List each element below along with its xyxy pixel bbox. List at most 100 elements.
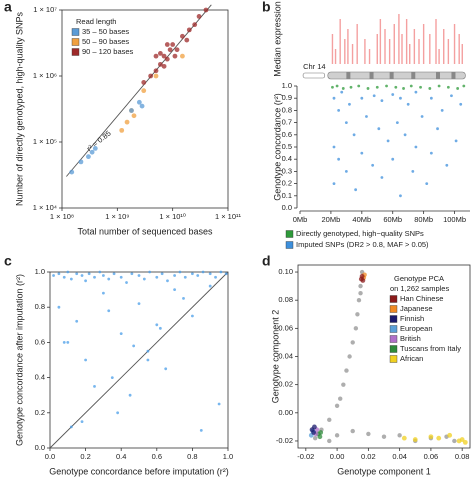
point [164, 42, 170, 47]
expression-bar [405, 19, 408, 64]
point [357, 84, 361, 88]
point [359, 273, 365, 279]
point [160, 272, 164, 276]
point [161, 53, 167, 59]
x-tick-label: 0.8 [187, 452, 197, 461]
background-point [356, 297, 362, 303]
point [391, 157, 395, 161]
point [403, 133, 407, 137]
point [459, 102, 463, 106]
background-point [327, 417, 332, 423]
point [352, 133, 356, 137]
point [420, 115, 424, 118]
point [75, 319, 79, 323]
expression-bar [334, 49, 337, 64]
legend-label: Han Chinese [400, 294, 443, 303]
background-point [338, 396, 343, 401]
point [344, 170, 348, 173]
expression-bar [413, 29, 416, 64]
point [137, 302, 141, 306]
point [93, 385, 96, 388]
background-point [358, 283, 363, 289]
point [332, 96, 336, 100]
point [119, 332, 123, 335]
y-tick-label: 0.1 [282, 191, 292, 200]
point [148, 270, 152, 274]
point [446, 85, 450, 89]
expression-bar [351, 44, 354, 64]
x-tick-label: 20Mb [322, 215, 341, 224]
plot-frame [49, 271, 229, 449]
legend-title: Genotype PCA [394, 274, 444, 283]
point [69, 425, 73, 429]
point [429, 151, 433, 155]
point [224, 272, 228, 276]
point [173, 274, 177, 277]
point [84, 358, 87, 362]
panel-label: c [4, 253, 12, 269]
point [380, 176, 384, 179]
point [191, 272, 194, 276]
expression-bar [376, 34, 378, 64]
point [332, 145, 336, 149]
expression-bar [447, 39, 450, 64]
y-tick-label: 0.06 [278, 323, 293, 332]
y-tick-label: 0.10 [278, 267, 293, 276]
y-tick-label: 0.9 [282, 93, 292, 102]
expression-bar [364, 39, 366, 64]
legend-label: 90 – 120 bases [82, 47, 134, 56]
point [153, 73, 159, 79]
background-point [366, 431, 371, 437]
point [337, 109, 341, 112]
expression-bar [458, 34, 460, 64]
point [459, 437, 465, 442]
y-tick-label: 0.4 [35, 373, 45, 382]
expression-bar [344, 39, 346, 64]
point [78, 159, 84, 165]
point [436, 127, 439, 131]
y-tick-label: 0.8 [35, 302, 45, 311]
background-point [397, 433, 402, 438]
point [164, 367, 168, 371]
legend-label: 35 – 50 bases [82, 27, 129, 36]
legend-swatch [389, 305, 398, 313]
point [401, 435, 407, 441]
point [428, 434, 434, 440]
x-tick-label: 0.04 [392, 452, 407, 461]
y-tick-label: 0.8 [282, 105, 292, 114]
point [199, 429, 203, 432]
background-point [358, 290, 363, 296]
x-tick-label: 0.00 [330, 452, 345, 461]
chromosome-band [369, 72, 374, 79]
point [371, 163, 375, 167]
y-tick-label: 1.0 [35, 267, 45, 276]
point [69, 169, 75, 175]
y-tick-label: 0.04 [278, 351, 293, 360]
expression-bar [379, 19, 382, 64]
point [75, 272, 79, 276]
point [311, 430, 317, 435]
point [318, 430, 324, 435]
point [170, 42, 176, 47]
point [317, 434, 323, 440]
x-tick-label: 80Mb [414, 215, 433, 224]
background-point [452, 438, 457, 444]
expression-bar [368, 49, 371, 64]
point [312, 424, 317, 430]
point [196, 274, 200, 277]
point [203, 7, 209, 13]
point [158, 326, 162, 330]
point [164, 56, 170, 62]
point [57, 305, 61, 309]
point [372, 94, 376, 98]
x-tick-label: 0Mb [293, 215, 308, 224]
background-point [341, 382, 346, 387]
legend-swatch [285, 230, 294, 238]
y-tick-label: 0.4 [282, 154, 292, 163]
point [208, 284, 212, 288]
legend-subtitle: on 1,262 samples [390, 284, 449, 293]
point [208, 272, 212, 276]
legend-swatch [389, 295, 398, 303]
point [102, 291, 105, 295]
